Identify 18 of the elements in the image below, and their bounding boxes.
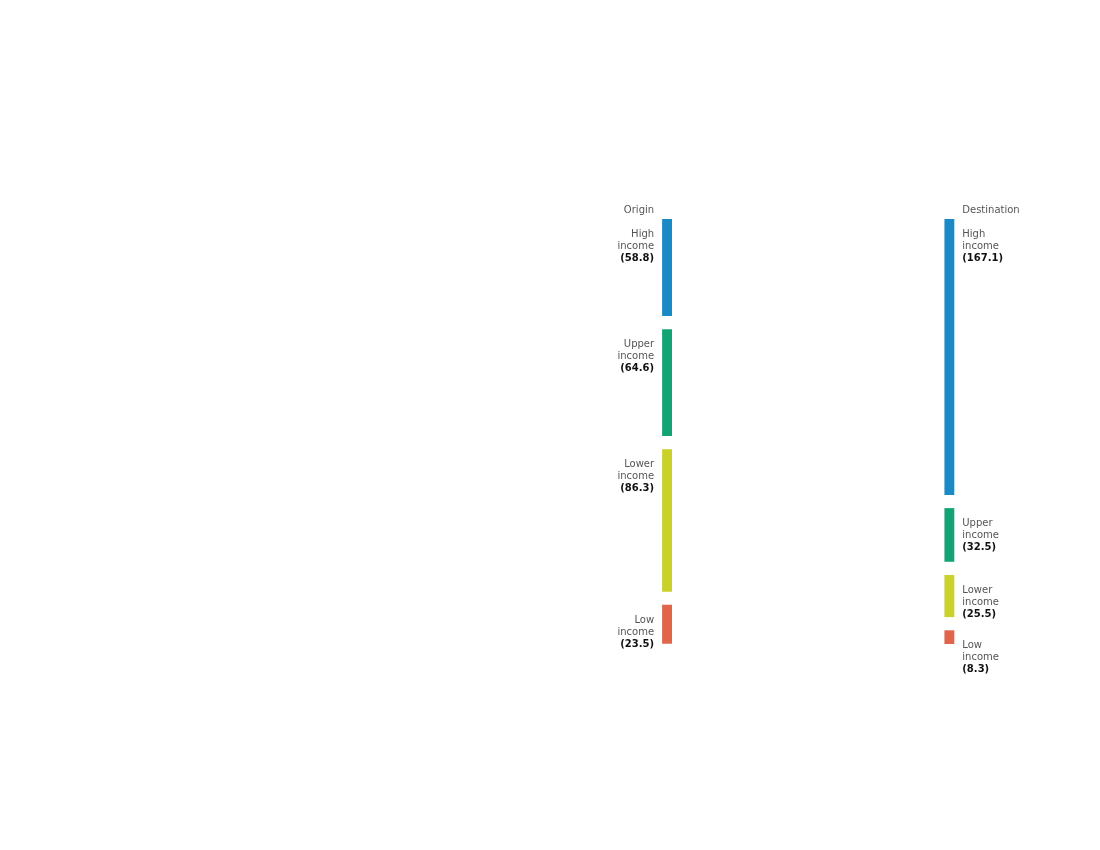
data-label: (32.5) — [962, 541, 997, 553]
category-label: Lower income — [962, 583, 999, 607]
category-label: Low income — [617, 613, 655, 637]
text: Destination — [962, 204, 1020, 215]
category-label: Lower income — [617, 458, 655, 482]
data-label: (23.5) — [620, 637, 655, 649]
category-label: Upper income — [617, 338, 655, 362]
category-label: High income — [617, 228, 655, 251]
data-label: (64.6) — [620, 362, 655, 374]
data-label: (86.3) — [620, 482, 655, 494]
category-label: High income — [962, 228, 999, 251]
data-label: (58.8) — [620, 252, 655, 263]
category-label: Low income — [962, 639, 999, 663]
data-label: (25.5) — [962, 607, 997, 619]
category-label: Upper income — [962, 517, 999, 541]
text: Origin — [623, 204, 655, 215]
data-label: (8.3) — [962, 663, 990, 675]
data-label: (167.1) — [962, 252, 1004, 263]
